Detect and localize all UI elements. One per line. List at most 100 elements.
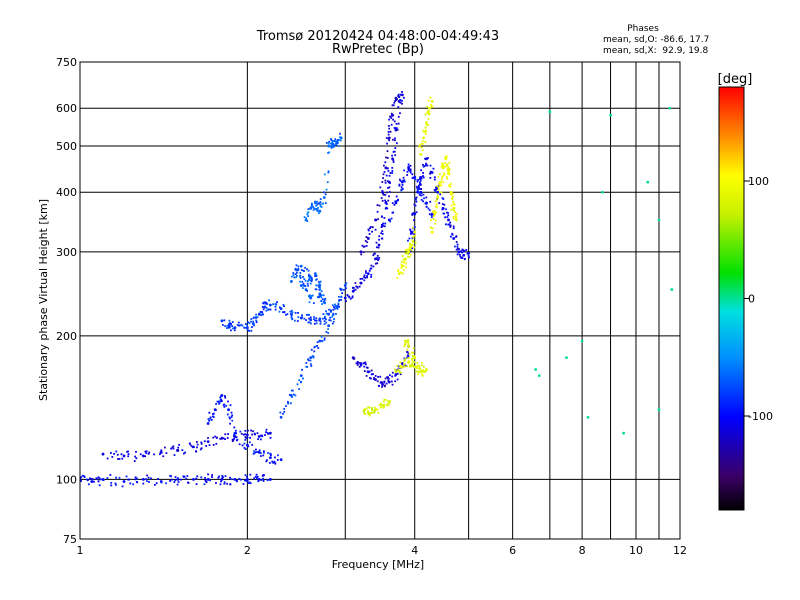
y-tick-label: 750	[56, 56, 77, 69]
data-point	[261, 313, 264, 316]
data-point	[435, 188, 438, 191]
data-point	[434, 219, 437, 222]
data-point	[399, 364, 402, 367]
data-point	[253, 324, 256, 327]
plot-frame	[79, 61, 681, 540]
data-point	[205, 480, 207, 483]
data-point	[354, 282, 357, 285]
data-point	[386, 403, 389, 406]
data-point	[216, 400, 219, 403]
data-point	[264, 434, 266, 436]
data-point	[324, 202, 327, 204]
data-point	[313, 346, 316, 349]
data-point	[299, 277, 302, 279]
grid-lines	[80, 62, 680, 539]
data-point	[364, 270, 367, 273]
data-point	[318, 319, 321, 322]
y-tick-label: 500	[56, 140, 77, 153]
data-point	[310, 295, 312, 298]
data-point	[382, 192, 384, 195]
data-point	[219, 437, 222, 440]
data-point	[207, 418, 210, 421]
data-point	[233, 434, 236, 436]
data-point	[446, 211, 448, 214]
data-point	[454, 211, 457, 214]
data-point	[329, 145, 332, 148]
x-axis: 1 2 4 6 8 10 12	[77, 544, 688, 557]
x-tick-label: 4	[411, 544, 418, 557]
data-point	[267, 452, 269, 454]
data-point	[416, 187, 419, 190]
data-point	[327, 328, 330, 330]
data-point	[370, 409, 373, 411]
data-point	[231, 414, 234, 417]
data-point	[85, 478, 88, 481]
data-point	[240, 323, 243, 326]
data-point	[106, 457, 109, 460]
data-point	[310, 348, 313, 351]
data-point	[402, 261, 405, 264]
data-point	[256, 451, 258, 453]
data-point	[384, 199, 386, 202]
data-point	[135, 457, 138, 460]
data-point	[246, 324, 249, 327]
data-point	[244, 433, 247, 436]
data-point	[397, 270, 400, 273]
data-point	[220, 480, 222, 483]
data-point	[394, 370, 398, 374]
data-point	[307, 284, 309, 287]
data-point	[427, 99, 430, 102]
data-point	[134, 455, 137, 458]
data-point	[657, 218, 661, 222]
data-point	[224, 325, 227, 328]
data-point	[394, 201, 398, 205]
data-point	[290, 314, 293, 317]
data-point	[392, 118, 394, 121]
data-point	[412, 347, 415, 350]
data-point	[229, 483, 232, 486]
data-point	[395, 195, 398, 198]
colorbar-ticks: 100 0 -100	[744, 175, 773, 423]
data-point	[380, 223, 383, 226]
data-point	[242, 433, 245, 436]
data-point	[449, 235, 452, 238]
data-point	[370, 273, 373, 276]
data-point	[323, 320, 326, 323]
data-point	[392, 211, 395, 214]
data-point	[386, 167, 389, 170]
data-point	[351, 286, 354, 289]
data-point	[272, 303, 275, 306]
data-point	[327, 324, 331, 328]
data-point	[142, 482, 145, 485]
chart-title: Tromsø 20120424 04:48:00-04:49:43	[256, 29, 499, 44]
data-point	[118, 458, 121, 460]
data-point	[365, 407, 368, 410]
data-point	[180, 478, 182, 481]
data-point	[323, 191, 325, 194]
data-point	[402, 265, 405, 267]
data-point	[437, 186, 440, 189]
data-point	[380, 237, 383, 240]
data-point	[109, 474, 112, 476]
data-point	[405, 341, 408, 344]
data-point	[90, 477, 93, 480]
data-point	[317, 284, 320, 287]
data-point	[229, 476, 231, 479]
data-point	[228, 323, 231, 325]
data-point	[315, 319, 318, 322]
data-point	[250, 429, 253, 432]
data-point	[302, 377, 304, 380]
data-point	[461, 257, 464, 259]
data-point	[379, 381, 382, 384]
data-point	[264, 301, 266, 304]
data-point	[243, 326, 246, 329]
data-point	[390, 112, 393, 115]
data-point	[375, 241, 378, 244]
data-point	[165, 452, 168, 455]
data-point	[258, 449, 261, 452]
data-point	[297, 316, 300, 319]
data-point	[296, 383, 299, 386]
data-point	[157, 478, 160, 480]
data-point	[455, 248, 458, 251]
data-point	[306, 212, 309, 215]
